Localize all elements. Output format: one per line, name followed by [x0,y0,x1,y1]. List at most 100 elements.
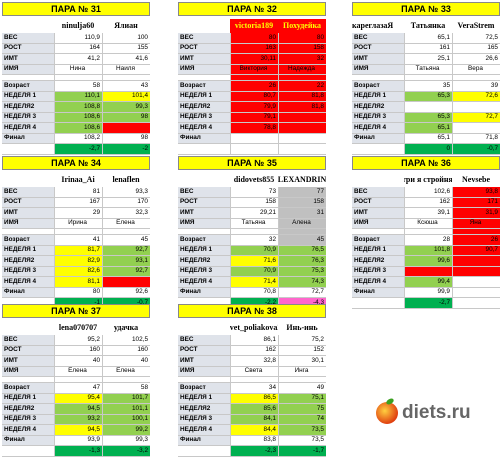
row-label: НЕДЕЛЯ2 [2,102,54,112]
table-row: ВЕС 65,1 72,5 [352,33,500,44]
cell-value-1: Елена [54,366,102,376]
cell-value-1: 28 [404,235,452,245]
row-label: ВЕС [352,187,404,197]
pair-names: ninulja60 Ялиан [2,19,150,33]
cell-value-2 [278,229,326,234]
cell-value-2: 92,7 [102,245,150,255]
cell-value-1: 108,2 [54,133,102,143]
cell-value-1: 81,7 [54,245,102,255]
cell-value-2 [102,75,150,80]
table-row: ВЕС 102,6 93,8 [352,187,500,198]
cell-value-1: 26 [230,81,278,91]
cell-value-1: -2,2 [230,298,278,308]
table-row: НЕДЕЛЯ 3 108,6 98 [2,112,150,123]
row-label [178,446,230,456]
table-row: Возраст 58 43 [2,81,150,92]
row-label: ВЕС [178,335,230,345]
table-row: НЕДЕЛЯ 1 86,5 75,1 [178,393,326,404]
table-row: ИМТ 29 32,3 [2,208,150,219]
table-row: Финал [178,133,326,144]
row-label: Возраст [178,81,230,91]
participant-name-1: Татьянка [410,21,446,30]
cell-value-1: 0 [404,144,452,154]
row-label: Финал [352,287,404,297]
row-label: НЕДЕЛЯ 1 [178,91,230,101]
row-label: НЕДЕЛЯ 1 [352,91,404,101]
cell-value-2: -0,7 [102,298,150,308]
cell-value-2: 32,3 [102,208,150,218]
row-label: Финал [2,287,54,297]
cell-value-2: Елена [102,218,150,228]
row-label: НЕДЕЛЯ2 [352,102,404,112]
cell-value-1: 161 [404,43,452,53]
cell-value-1: Татьяна [404,64,452,74]
table-row [2,229,150,235]
participant-name-1: Внутри я стройняшка [404,175,452,184]
cell-value-2: 49 [278,383,326,393]
cell-value-1: 71,6 [230,256,278,266]
cell-value-1: 65,1 [404,33,452,43]
table-row: ВЕС 81 93,3 [2,187,150,198]
table-row: НЕДЕЛЯ 1 95,4 101,7 [2,393,150,404]
pair-title: ПАРА № 31 [2,2,150,16]
cell-value-2: Яна [452,218,500,228]
table-row: НЕДЕЛЯ 4 78,8 [178,123,326,134]
participant-name-2: удачка [113,323,139,332]
cell-value-1: 81 [54,187,102,197]
cell-value-2: 75,3 [278,266,326,276]
table-row: Финал 65,1 71,8 [352,133,500,144]
pair-table-32: ПАРА № 32 victoria189 Похудейка ВЕС 80 80 РОСТ… [178,2,326,155]
table-row: Финал 80 92,6 [2,287,150,298]
pair-names: didovets855ALEXANDRINA [178,173,326,187]
cell-value-2 [452,123,500,133]
cell-value-1: 99,6 [404,256,452,266]
cell-value-1: 84,4 [230,425,278,435]
cell-value-1: Татьяна [230,218,278,228]
cell-value-1: Ирина [54,218,102,228]
row-label: НЕДЕЛЯ 4 [178,123,230,133]
row-label: НЕДЕЛЯ2 [2,256,54,266]
table-row: НЕДЕЛЯ 3 65,3 72,7 [352,112,500,123]
cell-value-1 [404,266,452,276]
cell-value-2 [452,75,500,80]
cell-value-1: 101,8 [404,245,452,255]
table-row: Возраст 35 39 [352,81,500,92]
row-label: НЕДЕЛЯ 4 [178,277,230,287]
cell-value-2: 40 [102,356,150,366]
cell-value-1: 71,4 [230,277,278,287]
cell-value-1 [404,75,452,80]
cell-value-2: 92,6 [102,287,150,297]
cell-value-1: 79,1 [230,112,278,122]
cell-value-1: 99,9 [404,287,452,297]
cell-value-2: 75,1 [278,393,326,403]
row-label: Возраст [178,383,230,393]
cell-value-2 [102,123,150,133]
row-label: РОСТ [352,197,404,207]
cell-value-2: -3,2 [102,446,150,456]
cell-value-1: 65,1 [404,123,452,133]
table-row: -1,3 -3,2 [2,446,150,457]
pair-table-35: ПАРА № 35didovets855ALEXANDRINAВЕС7377РО… [178,156,326,309]
cell-value-1: 70,8 [230,287,278,297]
cell-value-2 [452,229,500,234]
cell-value-1: 110,1 [54,91,102,101]
pair-table-33: ПАРА № 33 кареглазаЯ Татьянка VeraStrem ВЕС 6… [352,2,500,155]
row-label [352,298,404,308]
row-label: ИМЯ [178,366,230,376]
cell-value-2: 170 [102,197,150,207]
table-row: ИМЯ Света Инга [178,366,326,377]
cell-value-2: 22 [278,81,326,91]
cell-value-1: 80,7 [230,91,278,101]
table-row: НЕДЕЛЯ 3 79,1 [178,112,326,123]
pair-names: Внутри я стройняшка Nevsebe [352,173,500,187]
cell-value-2: 152 [278,345,326,355]
pair-table-31: ПАРА № 31 ninulja60 Ялиан ВЕС 110,9 100 РОСТ 16… [2,2,150,155]
row-label: НЕДЕЛЯ 3 [2,266,54,276]
cell-value-2: Надежда [278,64,326,74]
cell-value-1: 81,1 [54,277,102,287]
table-row [352,75,500,81]
pair-names: svet_poliakova2 Инь-инь [178,321,326,335]
row-label [2,75,54,80]
table-row: НЕДЕЛЯ 3 70,9 75,3 [178,266,326,277]
cell-value-1: 41 [54,235,102,245]
